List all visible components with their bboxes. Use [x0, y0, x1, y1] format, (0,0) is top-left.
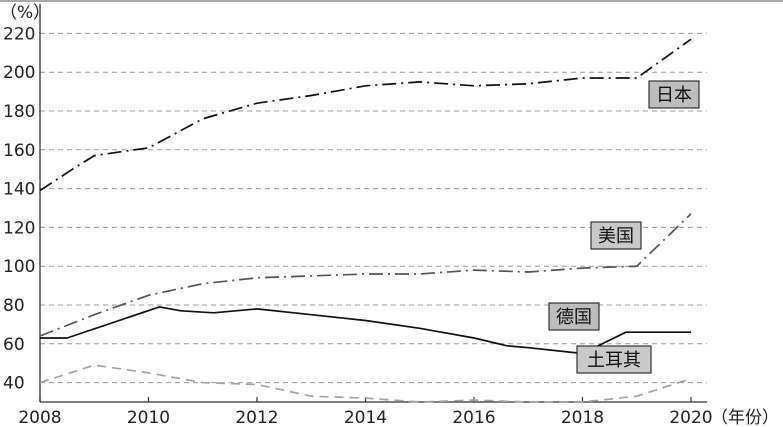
legend-label-turkey: 土耳其	[587, 350, 641, 371]
series-line-turkey	[39, 364, 692, 403]
legend-box-turkey	[576, 345, 652, 374]
x-tick-label-2014: 2014	[344, 408, 387, 427]
y-tick-label-100: 100	[3, 257, 35, 277]
y-tick-label-80: 80	[3, 296, 25, 316]
x-tick-label-2020: 2020	[669, 408, 712, 427]
y-tick-label-220: 220	[3, 24, 35, 44]
x-tick-label-2016: 2016	[452, 408, 495, 427]
legend-box-germany	[548, 302, 600, 331]
y-tick-label-40: 40	[3, 374, 25, 394]
x-tick-label-2012: 2012	[235, 408, 278, 427]
y-tick-label-180: 180	[3, 102, 35, 122]
x-tick-label-2010: 2010	[127, 408, 170, 427]
y-tick-label-200: 200	[3, 63, 35, 83]
y-unit-label: （%）	[0, 3, 50, 23]
y-tick-label-120: 120	[3, 218, 35, 238]
legend-box-usa	[590, 221, 642, 250]
legend-label-germany: 德国	[556, 307, 592, 328]
x-tick-label-2008: 2008	[18, 408, 61, 427]
legend-box-japan	[648, 80, 700, 109]
y-tick-label-140: 140	[3, 180, 35, 200]
series-line-germany	[40, 306, 691, 355]
series-line-usa	[39, 213, 692, 337]
series-line-japan	[39, 38, 692, 192]
y-tick-label-160: 160	[3, 141, 35, 161]
x-tick-label-2018: 2018	[561, 408, 604, 427]
y-tick-label-60: 60	[3, 335, 25, 355]
x-unit-label: （年份）	[711, 408, 779, 427]
legend-label-japan: 日本	[656, 85, 692, 106]
legend-label-usa: 美国	[598, 226, 634, 247]
